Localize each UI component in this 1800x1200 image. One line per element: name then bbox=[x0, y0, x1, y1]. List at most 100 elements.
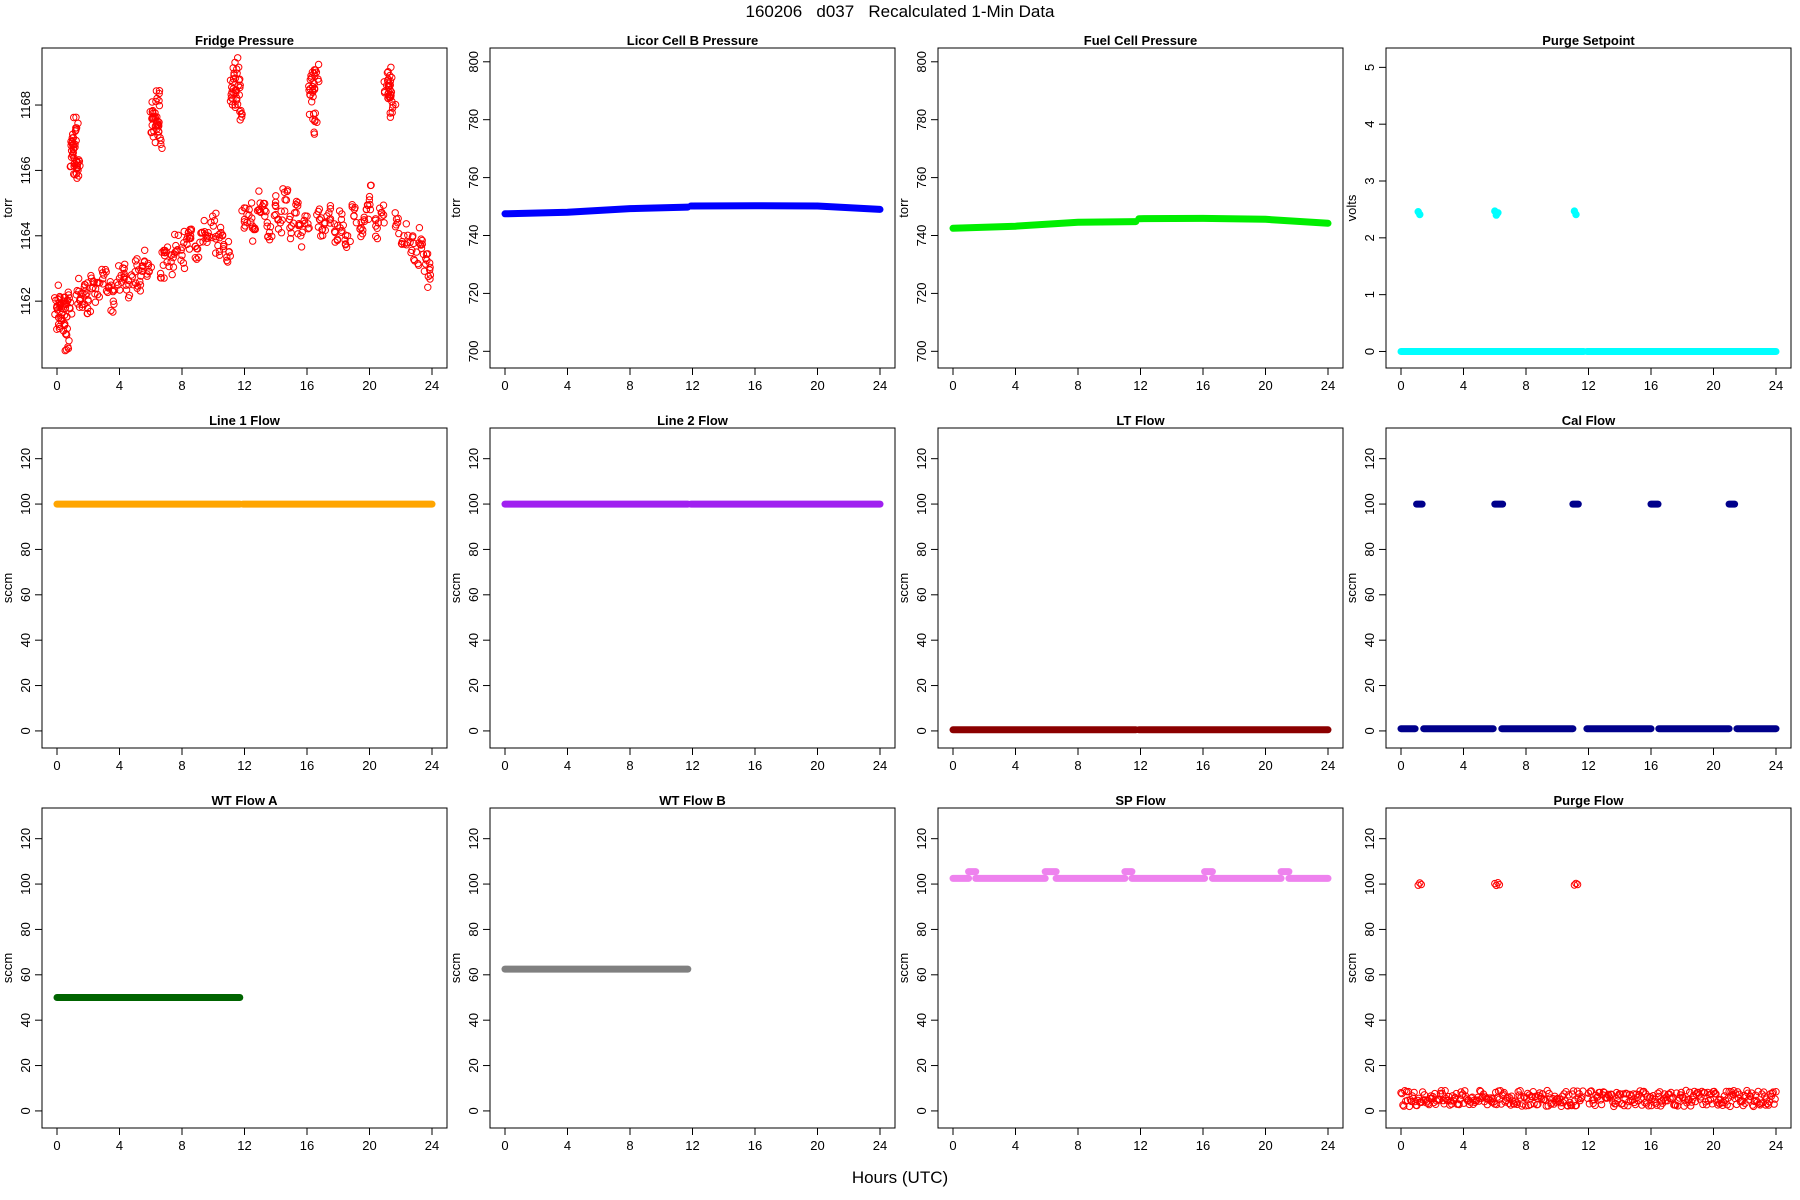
data-point bbox=[154, 117, 162, 125]
data-point bbox=[141, 246, 149, 255]
data-point bbox=[1682, 1086, 1690, 1095]
data-point bbox=[286, 212, 294, 221]
data-point bbox=[373, 234, 382, 243]
data-point bbox=[1726, 1102, 1734, 1111]
data-point bbox=[72, 136, 80, 145]
data-point bbox=[286, 224, 294, 232]
x-tick-label: 20 bbox=[362, 378, 376, 393]
data-point bbox=[1537, 1094, 1546, 1103]
data-point bbox=[258, 202, 267, 210]
plot-wt-flow-b: WT Flow B 0 4 8 12 16 20 24 0 20 40 60 80 100 120 sccm bbox=[448, 793, 896, 1153]
data-point bbox=[377, 208, 385, 217]
data-point bbox=[1712, 1090, 1720, 1098]
data-point bbox=[217, 228, 225, 237]
y-axis-label: sccm bbox=[896, 953, 911, 983]
data-point bbox=[95, 293, 104, 301]
data-point bbox=[109, 308, 117, 316]
x-tick-label: 0 bbox=[53, 1138, 60, 1153]
y-axis-label: torr bbox=[896, 198, 911, 218]
data-point bbox=[304, 225, 312, 233]
x-tick-label: 16 bbox=[1196, 1138, 1210, 1153]
y-tick-label: 1162 bbox=[18, 287, 33, 315]
data-point bbox=[91, 298, 100, 306]
data-point bbox=[251, 224, 259, 232]
data-point bbox=[88, 284, 96, 293]
data-point bbox=[297, 243, 306, 251]
data-point bbox=[294, 199, 302, 207]
data-point bbox=[149, 133, 158, 141]
data-point bbox=[238, 207, 246, 215]
data-point bbox=[301, 219, 309, 228]
plot-wt-flow-a: WT Flow A 0 4 8 12 16 20 24 0 20 40 60 80 100 120 sccm bbox=[0, 793, 448, 1153]
data-point bbox=[1516, 1087, 1524, 1095]
data-point bbox=[264, 233, 272, 241]
data-point bbox=[1656, 1088, 1664, 1096]
data-layer bbox=[1397, 879, 1780, 1111]
x-tick-label: 16 bbox=[1644, 378, 1658, 393]
data-point bbox=[311, 109, 319, 117]
data-point bbox=[1497, 1100, 1506, 1108]
data-point bbox=[113, 278, 121, 286]
x-tick-label: 24 bbox=[425, 1138, 439, 1153]
data-point bbox=[68, 134, 76, 142]
data-point bbox=[1739, 1101, 1747, 1110]
data-point bbox=[404, 231, 412, 240]
x-tick-label: 0 bbox=[1397, 378, 1404, 393]
y-tick-label: 720 bbox=[466, 283, 481, 305]
plot-frame bbox=[489, 427, 896, 749]
series-line bbox=[949, 218, 1140, 232]
plot-frame bbox=[41, 807, 448, 1129]
data-point bbox=[263, 222, 271, 230]
data-point bbox=[223, 256, 231, 265]
data-point bbox=[383, 69, 392, 77]
data-point bbox=[155, 122, 163, 130]
data-point bbox=[249, 237, 257, 245]
y-tick-label: 80 bbox=[466, 542, 481, 556]
data-layer bbox=[501, 202, 884, 218]
data-point bbox=[186, 225, 194, 234]
data-point bbox=[1560, 1090, 1568, 1098]
x-tick-label: 20 bbox=[1258, 1138, 1272, 1153]
x-tick-label: 24 bbox=[1321, 378, 1335, 393]
y-tick-label: 80 bbox=[1362, 542, 1377, 556]
data-point bbox=[229, 95, 237, 103]
data-point bbox=[294, 230, 302, 238]
data-point bbox=[169, 263, 178, 271]
data-point bbox=[398, 237, 406, 246]
data-point bbox=[366, 200, 374, 209]
data-point bbox=[107, 306, 115, 315]
x-tick-label: 20 bbox=[362, 758, 376, 773]
data-point bbox=[326, 205, 335, 213]
data-point bbox=[386, 77, 395, 85]
x-tick-label: 0 bbox=[501, 758, 508, 773]
data-point bbox=[87, 274, 96, 282]
y-tick-label: 100 bbox=[466, 493, 481, 515]
data-point bbox=[286, 234, 295, 243]
x-tick-label: 4 bbox=[116, 378, 123, 393]
data-point bbox=[1597, 1100, 1606, 1109]
plot-title: SP Flow bbox=[1115, 793, 1166, 808]
y-axis-label: torr bbox=[448, 198, 463, 218]
x-tick-label: 8 bbox=[626, 378, 633, 393]
data-point bbox=[422, 255, 430, 263]
x-tick-label: 8 bbox=[1074, 1138, 1081, 1153]
data-point bbox=[70, 113, 78, 122]
y-tick-label: 3 bbox=[1362, 177, 1377, 184]
x-tick-label: 12 bbox=[685, 758, 699, 773]
data-point bbox=[1769, 1088, 1777, 1096]
data-point bbox=[148, 98, 156, 106]
data-point bbox=[231, 58, 239, 67]
data-point bbox=[109, 287, 117, 296]
x-tick-label: 20 bbox=[362, 1138, 376, 1153]
data-point bbox=[282, 196, 291, 204]
y-axis-label: sccm bbox=[896, 573, 911, 603]
data-point bbox=[64, 344, 73, 353]
data-point bbox=[226, 252, 235, 260]
x-tick-label: 16 bbox=[1644, 758, 1658, 773]
data-point bbox=[1556, 1099, 1565, 1107]
data-point bbox=[1410, 1088, 1418, 1097]
series-line bbox=[1135, 214, 1332, 227]
data-point bbox=[179, 259, 188, 267]
x-tick-label: 24 bbox=[1769, 378, 1783, 393]
data-point bbox=[333, 235, 341, 244]
